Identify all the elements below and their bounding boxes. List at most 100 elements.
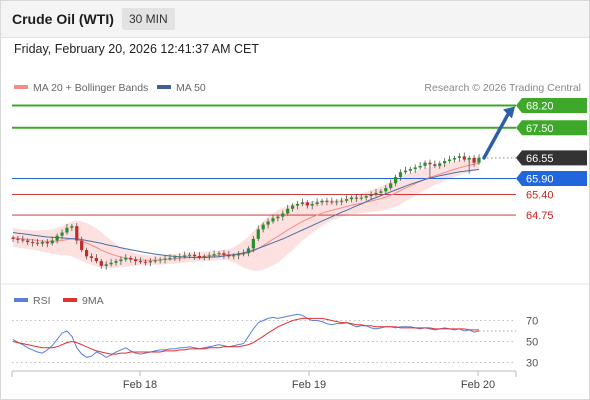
candle-body xyxy=(183,255,187,257)
candle xyxy=(349,195,354,203)
candle xyxy=(344,195,349,204)
candle xyxy=(325,197,329,206)
candle-body xyxy=(173,257,177,259)
candle xyxy=(222,250,226,259)
chart-datetime: Friday, February 20, 2026 12:41:37 AM CE… xyxy=(14,42,260,56)
candle-body xyxy=(55,235,59,241)
candle-body xyxy=(114,261,118,263)
candle xyxy=(45,239,49,248)
candle xyxy=(65,223,69,235)
candle-body xyxy=(472,157,476,163)
candle xyxy=(472,154,476,167)
candle xyxy=(202,254,206,261)
candle xyxy=(173,255,177,261)
candle-body xyxy=(178,256,182,258)
chart-header: Crude Oil (WTI) 30 MIN xyxy=(1,1,589,38)
candle-body xyxy=(246,248,251,254)
level-tag-65-40: 65.40 xyxy=(526,189,554,201)
candle xyxy=(256,225,260,242)
candle-body xyxy=(291,205,295,209)
candle-body xyxy=(143,261,148,263)
candle xyxy=(384,185,388,196)
candle-body xyxy=(89,256,94,258)
level-tag-text: 65.90 xyxy=(526,174,554,186)
candle-body xyxy=(433,164,437,166)
x-tick-label: Feb 20 xyxy=(461,379,495,391)
candle xyxy=(315,198,319,207)
candle-body xyxy=(452,157,457,160)
interval-badge[interactable]: 30 MIN xyxy=(122,8,175,30)
candle-body xyxy=(80,240,84,251)
ma20-line xyxy=(12,162,480,261)
candle-body xyxy=(251,238,255,249)
forecast-arrow-head xyxy=(503,106,515,119)
candle xyxy=(26,238,30,246)
candle xyxy=(305,200,309,209)
candle xyxy=(40,239,45,247)
candle xyxy=(394,174,398,187)
candle-body xyxy=(261,224,265,230)
candle-body xyxy=(447,159,452,162)
candle xyxy=(241,249,246,257)
candle-body xyxy=(168,257,172,259)
level-lines-layer xyxy=(12,104,516,216)
candle-body xyxy=(266,221,270,225)
candle xyxy=(443,158,447,168)
candle xyxy=(291,203,295,212)
candle-body xyxy=(354,197,358,199)
instrument-title: Crude Oil (WTI) xyxy=(12,11,114,27)
candle-body xyxy=(300,202,305,204)
candle xyxy=(119,256,123,265)
candle-body xyxy=(315,202,319,204)
candle xyxy=(462,152,466,162)
candle xyxy=(408,166,412,174)
candle-body xyxy=(438,163,442,166)
ma50-line xyxy=(12,168,480,259)
candle xyxy=(447,155,452,164)
candle-body xyxy=(398,172,403,177)
candle xyxy=(138,257,143,264)
level-tag-64-75: 64.75 xyxy=(526,210,554,222)
level-tag-text: 68.20 xyxy=(526,101,554,113)
candle-body xyxy=(413,167,417,170)
candle xyxy=(212,250,216,258)
candles-layer xyxy=(11,152,481,270)
rsi-legend-label: RSI xyxy=(33,295,51,307)
candle xyxy=(286,204,290,216)
candle-body xyxy=(119,259,123,262)
candle xyxy=(295,200,300,210)
candle xyxy=(271,214,275,224)
candle xyxy=(109,258,113,267)
candle-body xyxy=(237,254,241,256)
candle-body xyxy=(124,257,128,260)
candle-body xyxy=(403,170,408,173)
candle-body xyxy=(408,169,412,171)
candle xyxy=(217,250,221,258)
x-axis-labels: Feb 18 Feb 19 Feb 20 xyxy=(123,371,495,391)
candle xyxy=(320,198,324,206)
candle xyxy=(178,253,182,262)
candle xyxy=(75,223,79,245)
candle-body xyxy=(325,200,329,202)
candle-body xyxy=(197,256,201,258)
candle-body xyxy=(60,232,64,236)
candle-body xyxy=(281,213,285,217)
candle-body xyxy=(11,237,15,239)
candle-body xyxy=(364,196,368,198)
candle xyxy=(84,247,89,260)
candle-body xyxy=(232,255,236,257)
candle xyxy=(438,161,442,169)
candle-body xyxy=(212,254,216,256)
candle-body xyxy=(359,197,363,199)
candle-body xyxy=(286,208,290,214)
rsi-panel: 70 50 30 xyxy=(12,313,538,370)
candle-body xyxy=(222,253,226,255)
candle-body xyxy=(305,202,309,206)
candle-body xyxy=(163,258,167,260)
candle xyxy=(187,252,192,259)
candle xyxy=(114,258,118,266)
candle xyxy=(163,255,167,264)
candle xyxy=(232,253,236,260)
candle xyxy=(354,194,358,203)
